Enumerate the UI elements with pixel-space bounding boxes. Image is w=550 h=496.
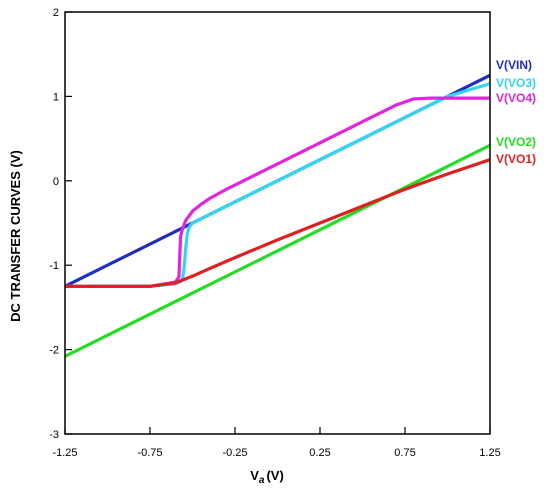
x-axis-title-unit: (V) [266,468,283,483]
x-axis-title-subscript: a [259,475,265,486]
plot-frame [64,11,491,435]
series-line-v-vo4 [65,96,490,288]
series-line-v-vo1 [65,158,490,288]
x-tick-label: 1.25 [479,447,500,459]
series-layer [65,73,490,358]
y-tick-label: -3 [49,429,59,441]
x-axis: -1.25 -0.75 -0.25 0.25 0.75 1.25 [52,427,501,459]
x-tick-label: 0.25 [309,447,330,459]
x-tick-label: -0.25 [222,447,247,459]
legend-label-v-vin: V(VIN) [496,58,532,72]
x-tick-label: 0.75 [394,447,415,459]
y-axis-title: DC TRANSFER CURVES (V) [8,150,23,322]
x-axis-title-main: V [250,468,259,483]
series-line-v-vo2 [65,143,490,358]
legend: V(VIN) V(VO3)V(VO4) V(VO2) V(VO1) [496,58,536,166]
y-tick-label: 0 [53,176,59,188]
y-tick-label: -2 [49,345,59,357]
legend-label-v-vo1: V(VO1) [496,152,536,166]
legend-label-v-vo2: V(VO2) [496,135,536,149]
y-tick-label: -1 [49,260,59,272]
y-axis: -3 -2 -1 0 1 2 [49,7,72,441]
y-tick-label: 1 [53,91,59,103]
y-tick-label: 2 [53,7,59,19]
legend-label-v-vo4: V(VO4) [496,91,536,105]
x-tick-label: -1.25 [52,447,77,459]
x-tick-label: -0.75 [137,447,162,459]
legend-label-v-vo3: V(VO3) [496,76,536,90]
x-axis-title: Va (V) [250,468,284,486]
